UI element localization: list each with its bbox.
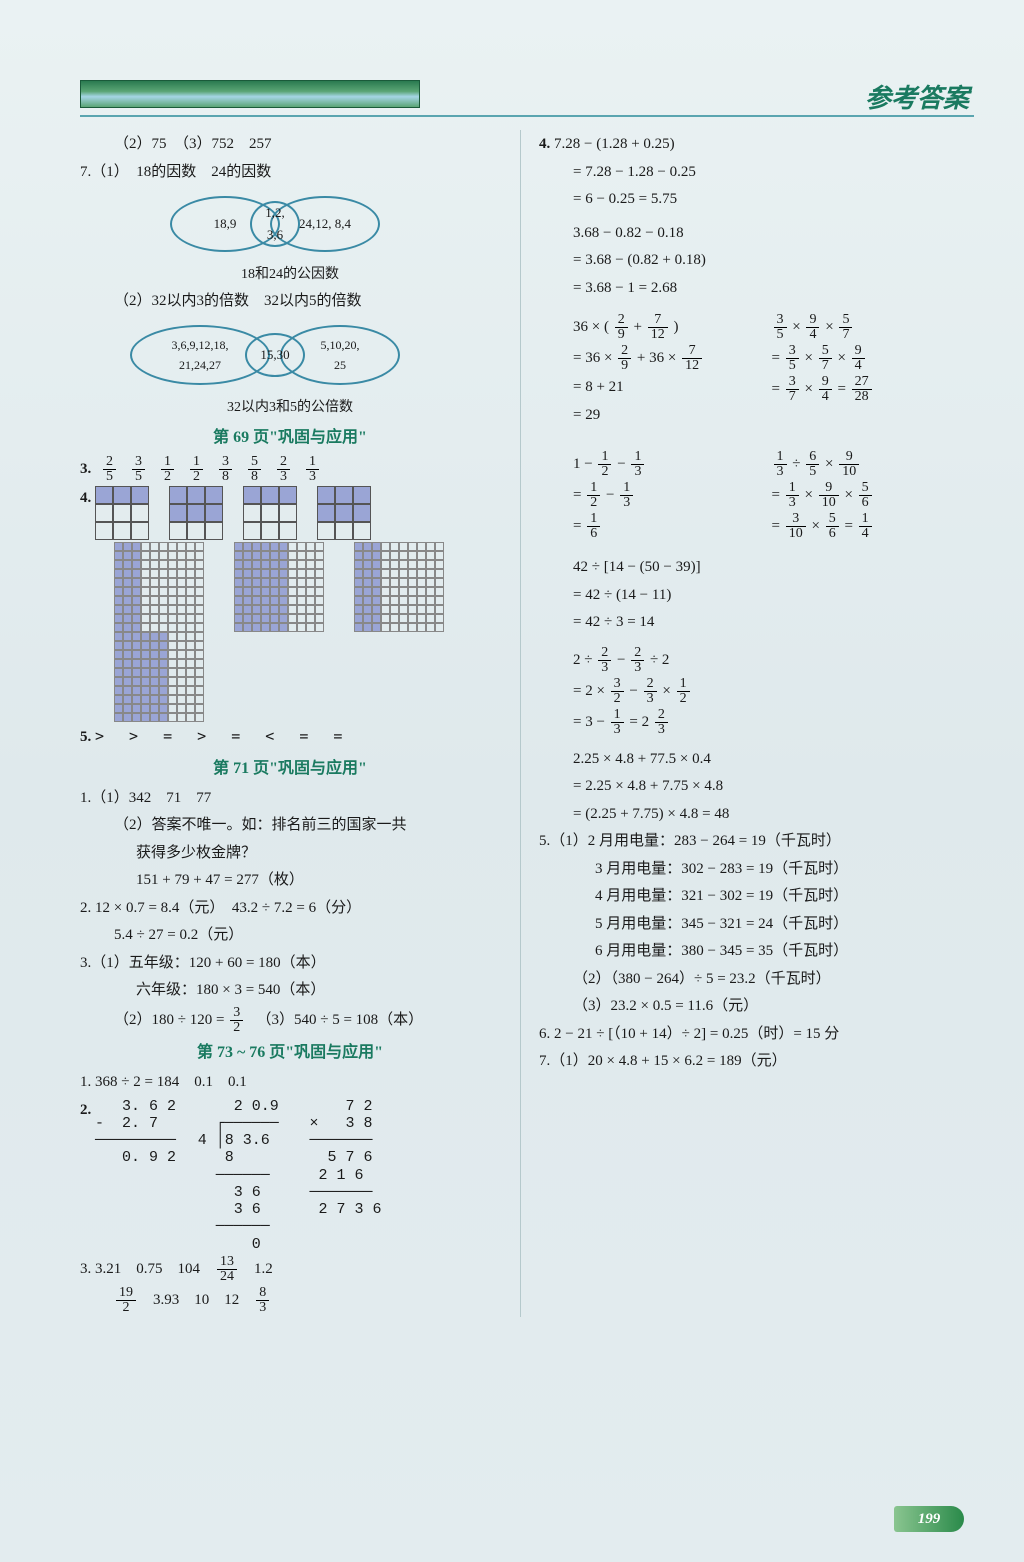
q5-comparisons: 5. > > = > = < = = xyxy=(80,724,500,751)
text: 6. 2 − 21 ÷ [（10 + 14）÷ 2] = 0.25（时）= 15… xyxy=(539,1022,974,1048)
content-columns: （2）75 （3）752 257 7.（1） 18的因数 24的因数 18,9 … xyxy=(80,130,974,1317)
text: = 42 ÷ (14 − 11) xyxy=(539,583,974,609)
text: 5.（1）2 月用电量：283 − 264 = 19（千瓦时） xyxy=(539,829,974,855)
page-number: 199 xyxy=(894,1506,964,1532)
header-rule xyxy=(80,115,974,117)
text: 2.25 × 4.8 + 77.5 × 0.4 xyxy=(539,747,974,773)
eq-block: 35 × 94 × 57 = 35 × 57 × 94 = 37 × 94 = … xyxy=(772,311,975,430)
text: = 6 − 0.25 = 5.75 xyxy=(539,187,974,213)
calc-subtraction: 3. 6 2 - 2. 7 ───────── 0. 9 2 xyxy=(95,1098,176,1167)
vertical-calcs: 2. 3. 6 2 - 2. 7 ───────── 0. 9 2 2 0.9 … xyxy=(80,1098,500,1253)
calc-multiplication: 7 2 × 3 8 ─────── 5 7 6 2 1 6 ─────── 2 … xyxy=(301,1098,382,1219)
text: = 3.68 − (0.82 + 0.18) xyxy=(539,248,974,274)
right-column: 4. 7.28 − (1.28 + 0.25) = 7.28 − 1.28 − … xyxy=(520,130,974,1317)
text: 1. 368 ÷ 2 = 184 0.1 0.1 xyxy=(80,1070,500,1096)
text: （2）（380 − 264）÷ 5 = 23.2（千瓦时） xyxy=(539,967,974,993)
text: 42 ÷ [14 − (50 − 39)] xyxy=(539,555,974,581)
venn-caption: 32以内3和5的公倍数 xyxy=(80,396,500,420)
q3-fractions: 3. 2535121238582313 xyxy=(80,455,500,484)
text: 1.（1）342 71 77 xyxy=(80,786,500,812)
text: 2. 12 × 0.7 = 8.4（元） 43.2 ÷ 7.2 = 6（分） xyxy=(80,896,500,922)
text: 7.（1）20 × 4.8 + 15 × 6.2 = 189（元） xyxy=(539,1049,974,1075)
section-title: 第 69 页"巩固与应用" xyxy=(80,424,500,451)
text: （2）75 （3）752 257 xyxy=(80,132,500,158)
text: （3）23.2 × 0.5 = 11.6（元） xyxy=(539,994,974,1020)
eq-block: = 3 − 13 = 2 23 xyxy=(539,708,974,737)
text: （2）180 ÷ 120 = 32 （3）540 ÷ 5 = 108（本） xyxy=(80,1006,500,1035)
text: 5 月用电量：345 − 321 = 24（千瓦时） xyxy=(539,912,974,938)
eq-block: 36 × ( 29 + 712 ) = 36 × 29 + 36 × 712 =… xyxy=(539,311,742,430)
text: 3. 3.21 0.75 104 1324 1.2 xyxy=(80,1255,500,1284)
text: 5.4 ÷ 27 = 0.2（元） xyxy=(80,923,500,949)
eq-block: 13 ÷ 65 × 910 = 13 × 910 × 56 = 310 × 56… xyxy=(772,448,975,543)
venn-diagram-1: 18,9 1,2, 3,6 24,12, 8,4 xyxy=(80,191,500,257)
calc-division: 2 0.9 ┌────── 4 │8 3.6 8 ────── 3 6 3 6 … xyxy=(198,1098,279,1253)
section-title: 第 71 页"巩固与应用" xyxy=(80,755,500,782)
text: 6 月用电量：380 − 345 = 35（千瓦时） xyxy=(539,939,974,965)
eq-block: 2 ÷ 23 − 23 ÷ 2 xyxy=(539,646,974,675)
section-title: 第 73 ~ 76 页"巩固与应用" xyxy=(80,1039,500,1066)
text: = 3.68 − 1 = 2.68 xyxy=(539,276,974,302)
header-title: 参考答案 xyxy=(865,78,969,115)
eq-block: = 2 × 32 − 23 × 12 xyxy=(539,677,974,706)
text: = 7.28 − 1.28 − 0.25 xyxy=(539,160,974,186)
left-column: （2）75 （3）752 257 7.（1） 18的因数 24的因数 18,9 … xyxy=(80,130,500,1317)
text: （2）32以内3的倍数 32以内5的倍数 xyxy=(80,289,500,315)
text: 3.68 − 0.82 − 0.18 xyxy=(539,221,974,247)
text: = (2.25 + 7.75) × 4.8 = 48 xyxy=(539,802,974,828)
venn-mid: 1,2, 3,6 xyxy=(250,201,300,247)
eq-block: 1 − 12 − 13 = 12 − 13 = 16 xyxy=(539,448,742,543)
text: 4. 7.28 − (1.28 + 0.25) xyxy=(539,132,974,158)
q4-grids: 4. xyxy=(80,486,500,540)
text: 获得多少枚金牌？ xyxy=(80,841,500,867)
text: 3.（1）五年级：120 + 60 = 180（本） xyxy=(80,951,500,977)
eq-pair: 36 × ( 29 + 712 ) = 36 × 29 + 36 × 712 =… xyxy=(539,311,974,430)
text: = 2.25 × 4.8 + 7.75 × 4.8 xyxy=(539,774,974,800)
text: = 42 ÷ 3 = 14 xyxy=(539,610,974,636)
text: 7.（1） 18的因数 24的因数 xyxy=(80,160,500,186)
page: 参考答案 （2）75 （3）752 257 7.（1） 18的因数 24的因数 … xyxy=(0,0,1024,1562)
text: 151 + 79 + 47 = 277（枚） xyxy=(80,868,500,894)
venn-mid: 15,30 xyxy=(245,333,305,377)
text: 4 月用电量：321 − 302 = 19（千瓦时） xyxy=(539,884,974,910)
text: （2）答案不唯一。如：排名前三的国家一共 xyxy=(80,813,500,839)
text: 六年级：180 × 3 = 540（本） xyxy=(80,978,500,1004)
venn-diagram-2: 3,6,9,12,18, 21,24,27 15,30 5,10,20, 25 xyxy=(80,320,500,390)
text: 192 3.93 10 12 83 xyxy=(80,1286,500,1315)
banner-image xyxy=(80,80,420,108)
venn-caption: 18和24的公因数 xyxy=(80,263,500,287)
q4-grids-large xyxy=(80,542,500,722)
text: 3 月用电量：302 − 283 = 19（千瓦时） xyxy=(539,857,974,883)
eq-pair: 1 − 12 − 13 = 12 − 13 = 16 13 ÷ 65 × 910… xyxy=(539,448,974,543)
